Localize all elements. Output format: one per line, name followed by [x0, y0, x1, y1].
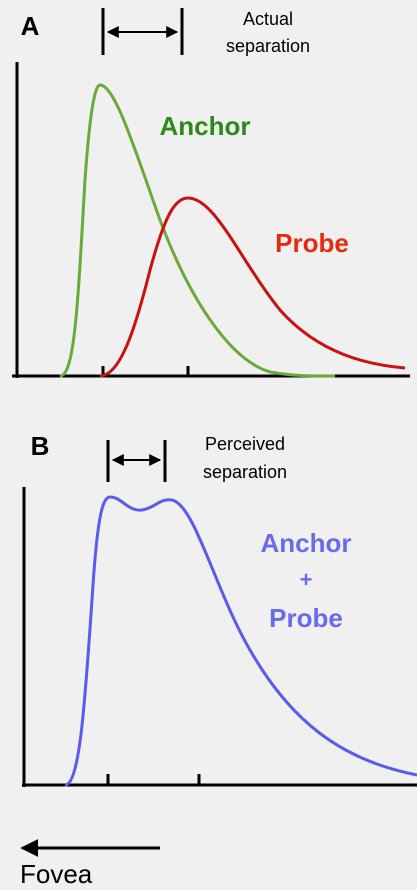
separation-label: separation [226, 36, 310, 56]
probe-curve [99, 196, 406, 378]
separation-bracket [101, 8, 184, 55]
fovea-label: Fovea [20, 859, 93, 889]
separation-bracket [106, 440, 167, 482]
panel-label: B [31, 431, 50, 461]
anchor-label: Anchor [160, 111, 251, 141]
axes [22, 487, 417, 787]
panel-label: A [21, 11, 40, 41]
combined-curve [64, 495, 417, 787]
separation-label: Perceived [205, 434, 285, 454]
combined-label: Anchor [261, 528, 352, 558]
separation-label: Actual [243, 9, 293, 29]
separation-label: separation [203, 462, 287, 482]
combined-label: + [300, 567, 313, 592]
probe-label: Probe [275, 228, 349, 258]
anchor-curve [59, 83, 336, 378]
combined-label: Probe [269, 603, 343, 633]
